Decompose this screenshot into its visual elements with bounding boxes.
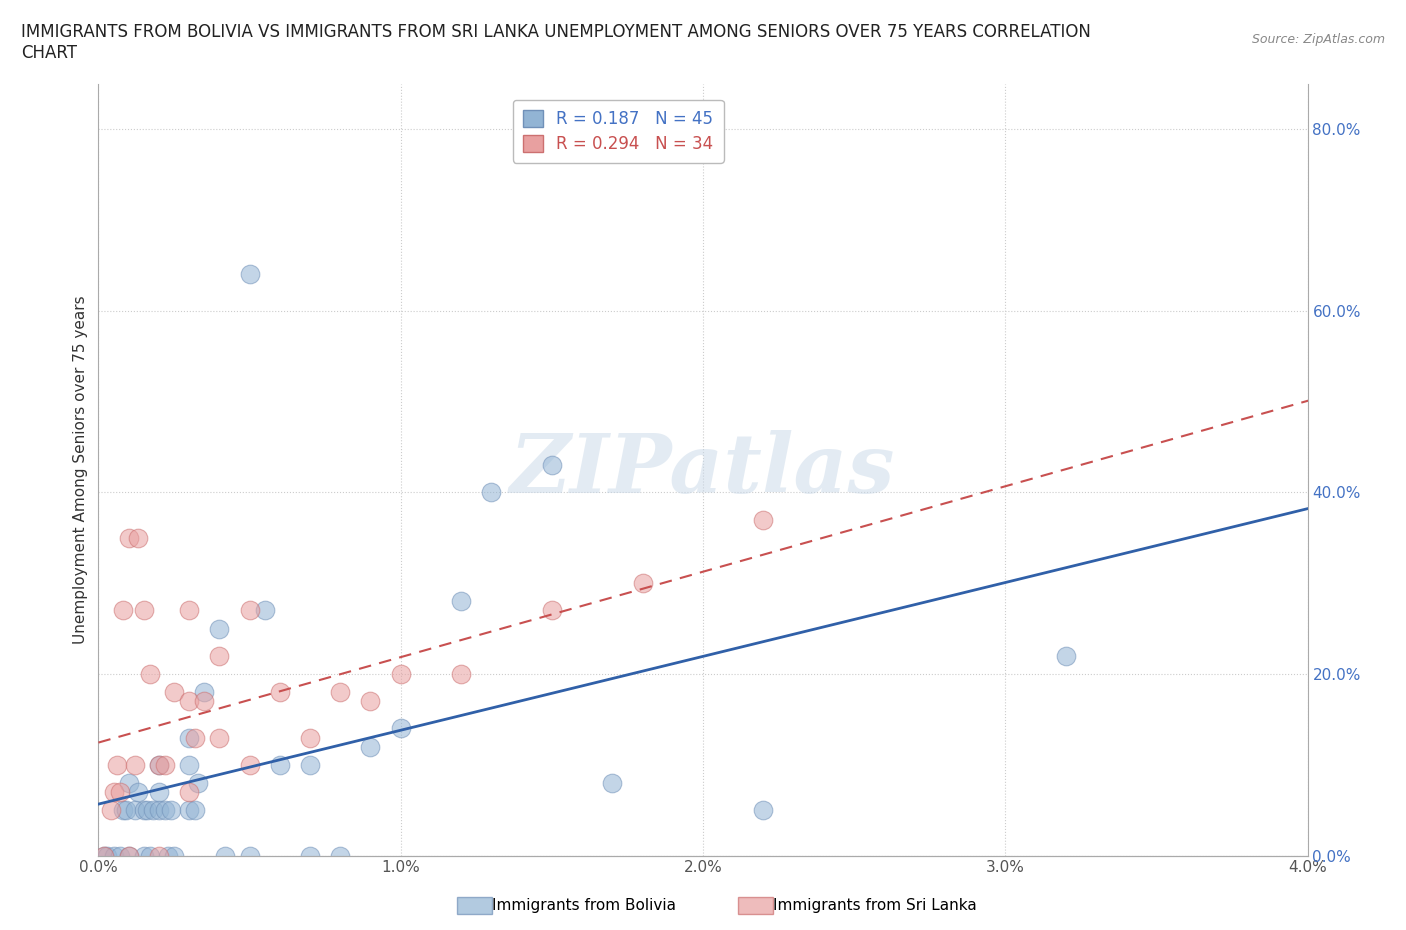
Point [132, 848, 155, 863]
Point [239, 757, 262, 772]
Point [124, 757, 146, 772]
Point [132, 803, 155, 817]
Point [179, 603, 201, 618]
Point [93, 848, 115, 863]
Point [124, 803, 146, 817]
Point [269, 684, 291, 699]
Point [135, 803, 157, 817]
Point [253, 603, 276, 618]
Y-axis label: Unemployment Among Seniors over 75 years: Unemployment Among Seniors over 75 years [73, 296, 89, 644]
Point [208, 648, 231, 663]
Point [108, 848, 131, 863]
Point [139, 667, 162, 682]
Point [108, 785, 131, 800]
Point [239, 267, 262, 282]
Point [111, 803, 134, 817]
Point [118, 848, 141, 863]
Point [239, 603, 262, 618]
Point [105, 757, 128, 772]
Point [118, 848, 141, 863]
Point [139, 848, 162, 863]
Text: CHART: CHART [21, 44, 77, 61]
Point [239, 848, 262, 863]
Point [329, 684, 352, 699]
Point [179, 757, 201, 772]
Point [208, 621, 231, 636]
Point [269, 757, 291, 772]
Point [148, 757, 170, 772]
Point [193, 684, 215, 699]
Point [127, 785, 149, 800]
Point [156, 848, 179, 863]
Point [163, 684, 186, 699]
Point [103, 785, 125, 800]
Point [1054, 648, 1077, 663]
Text: Immigrants from Sri Lanka: Immigrants from Sri Lanka [773, 898, 977, 913]
Point [132, 603, 155, 618]
Point [179, 803, 201, 817]
Point [389, 667, 412, 682]
Point [450, 667, 472, 682]
Point [208, 730, 231, 745]
Point [360, 739, 382, 754]
Point [93, 848, 115, 863]
Point [114, 803, 136, 817]
Point [127, 530, 149, 545]
Point [142, 803, 165, 817]
Point [193, 694, 215, 709]
Point [329, 848, 352, 863]
Text: ZIPatlas: ZIPatlas [510, 430, 896, 510]
Legend: R = 0.187   N = 45, R = 0.294   N = 34: R = 0.187 N = 45, R = 0.294 N = 34 [513, 100, 724, 163]
Point [360, 694, 382, 709]
Text: Immigrants from Bolivia: Immigrants from Bolivia [492, 898, 676, 913]
Point [153, 803, 176, 817]
Point [389, 721, 412, 736]
Point [752, 803, 775, 817]
Point [481, 485, 503, 499]
Point [214, 848, 236, 863]
Text: IMMIGRANTS FROM BOLIVIA VS IMMIGRANTS FROM SRI LANKA UNEMPLOYMENT AMONG SENIORS : IMMIGRANTS FROM BOLIVIA VS IMMIGRANTS FR… [21, 23, 1091, 41]
Point [118, 776, 141, 790]
Point [160, 803, 183, 817]
Point [299, 848, 322, 863]
Point [631, 576, 654, 591]
Point [96, 848, 118, 863]
Point [179, 694, 201, 709]
Point [450, 594, 472, 609]
Point [148, 785, 170, 800]
Point [179, 730, 201, 745]
Point [540, 458, 562, 472]
Point [187, 776, 209, 790]
Point [148, 848, 170, 863]
Point [184, 803, 207, 817]
Point [103, 848, 125, 863]
Point [540, 603, 562, 618]
Point [299, 757, 322, 772]
Point [752, 512, 775, 527]
Point [299, 730, 322, 745]
Point [163, 848, 186, 863]
Point [148, 757, 170, 772]
Point [148, 803, 170, 817]
Point [100, 803, 122, 817]
Point [111, 603, 134, 618]
Point [179, 785, 201, 800]
Point [602, 776, 624, 790]
Point [118, 530, 141, 545]
Text: Source: ZipAtlas.com: Source: ZipAtlas.com [1251, 33, 1385, 46]
Point [153, 757, 176, 772]
Point [184, 730, 207, 745]
